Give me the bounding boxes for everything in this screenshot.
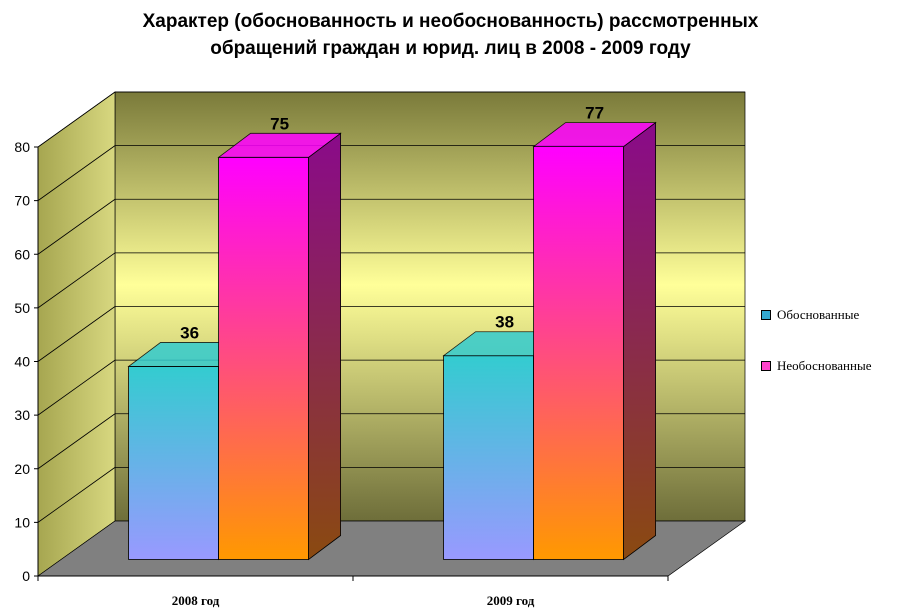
bar-top <box>217 132 342 158</box>
data-label: 36 <box>180 323 199 342</box>
bar-front <box>533 146 624 560</box>
gridline-side <box>37 198 116 255</box>
bar-2008 год-Необоснованные <box>217 132 342 561</box>
data-label: 38 <box>495 313 514 332</box>
y-tick-label: 80 <box>14 139 30 155</box>
y-tick-label: 40 <box>14 354 30 370</box>
y-tick-label: 70 <box>14 193 30 209</box>
chart-title-line-1: Характер (обоснованность и необоснованно… <box>142 11 759 32</box>
gridline-side <box>37 413 116 470</box>
x-tick-label: 2009 год <box>487 593 535 608</box>
bar-front <box>128 366 220 560</box>
legend-item-series-2: Необоснованные <box>761 357 871 375</box>
legend-label-series-1: Обоснованные <box>777 307 860 322</box>
bar-2009 год-Необоснованные <box>532 121 657 561</box>
y-tick-label: 60 <box>14 246 30 262</box>
gridline-side <box>37 252 116 309</box>
legend-swatch-series-2 <box>761 361 771 371</box>
chart-title-line-2: обращений граждан и юрид. лиц в 2008 - 2… <box>210 38 691 59</box>
legend-swatch-series-1 <box>761 310 771 320</box>
legend: Обоснованные Необоснованные <box>761 306 871 408</box>
bar-side <box>308 132 342 561</box>
y-tick-label: 10 <box>14 514 30 530</box>
legend-label-series-2: Необоснованные <box>777 358 872 373</box>
gridline-side <box>37 145 116 201</box>
y-tick-label: 20 <box>14 461 30 477</box>
gridline-side <box>37 306 116 362</box>
bar-top <box>532 122 657 147</box>
legend-item-series-1: Обоснованные <box>761 306 871 324</box>
y-tick-label: 50 <box>14 300 30 316</box>
bar-front <box>218 156 310 560</box>
bar-front <box>443 355 535 560</box>
gridline-side <box>37 91 116 148</box>
gridline-side <box>37 467 116 523</box>
x-tick-label: 2008 год <box>172 593 220 608</box>
data-label: 77 <box>585 104 604 123</box>
chart-title: Характер (обоснованность и необоснованно… <box>0 8 901 62</box>
gridline-side <box>37 359 116 416</box>
y-tick-label: 30 <box>14 407 30 423</box>
data-label: 75 <box>270 114 289 133</box>
bar-side <box>623 121 656 561</box>
y-tick-label: 0 <box>22 568 30 584</box>
